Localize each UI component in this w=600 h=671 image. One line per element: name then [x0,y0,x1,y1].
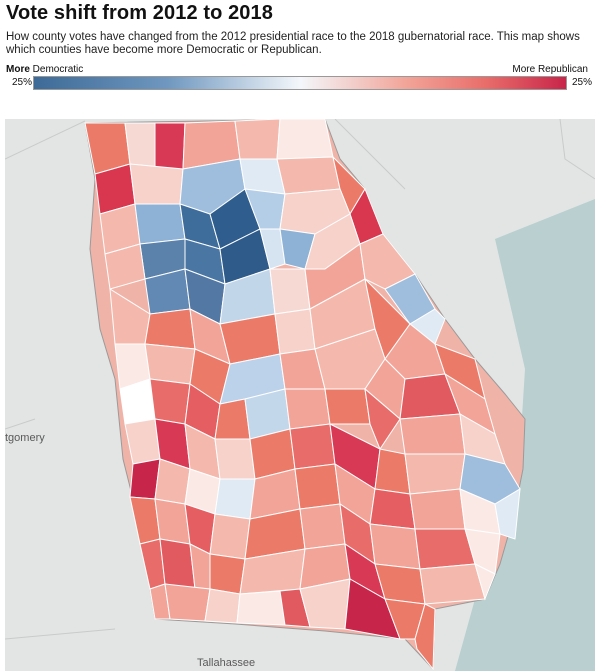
map-area[interactable]: tgomery Tallahassee [5,119,595,671]
legend-min-label: 25% [12,77,33,88]
legend-republican-label: More Republican [512,64,588,75]
county-fills [84,119,521,671]
tallahassee-label: Tallahassee [197,657,255,669]
atlantic-ocean [455,199,595,671]
montgomery-label: tgomery [5,432,45,444]
legend-max-label: 25% [571,77,592,88]
legend-democratic-text: Democratic [29,64,84,75]
legend-color-bar [33,76,567,90]
legend-more-label: More [6,64,30,75]
neighbor-state-lines [5,119,595,640]
page-subtitle: How county votes have changed from the 2… [6,31,580,56]
georgia-county-map[interactable]: tgomery Tallahassee [5,119,595,671]
legend-democratic-label: More Democratic [6,64,83,75]
page-title: Vote shift from 2012 to 2018 [6,2,273,24]
